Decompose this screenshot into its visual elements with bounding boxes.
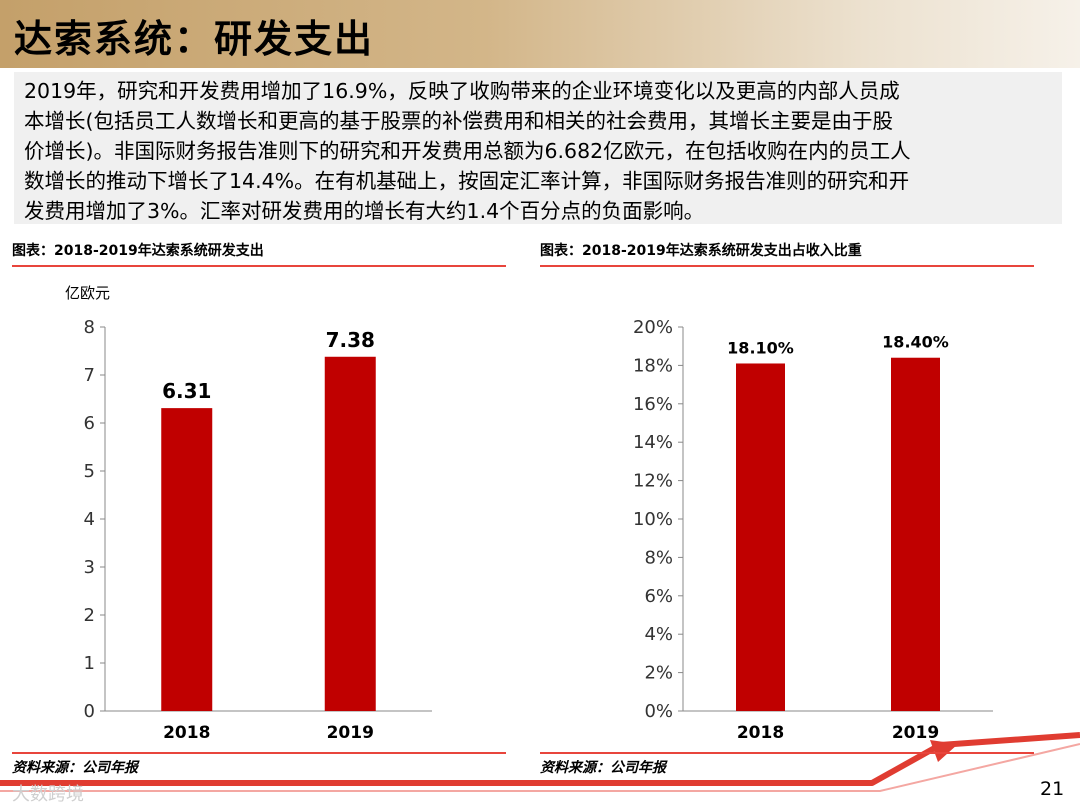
left-chart-y-tick-label: 7: [84, 365, 95, 386]
right-chart-y-tick-label: 10%: [633, 509, 673, 530]
left-chart-y-tick-label: 0: [84, 701, 95, 722]
left-chart-data-label: 6.31: [162, 379, 211, 403]
summary-line: 数增长的推动下增长了14.4%。在有机基础上，按固定汇率计算，非国际财务报告准则…: [24, 169, 910, 193]
summary-line: 发费用增加了3%。汇率对研发费用的增长有大约1.4个百分点的负面影响。: [24, 199, 705, 223]
right-chart-y-tick-label: 18%: [633, 355, 673, 376]
watermark: 大数跨境: [12, 784, 84, 805]
footer-swoosh: [0, 732, 1080, 786]
left-chart-caption: 图表：2018-2019年达索系统研发支出: [12, 243, 264, 259]
right-chart-x-tick-label: 2018: [737, 723, 784, 743]
summary-line: 2019年，研究和开发费用增加了16.9%，反映了收购带来的企业环境变化以及更高…: [24, 79, 900, 103]
summary-box: 2019年，研究和开发费用增加了16.9%，反映了收购带来的企业环境变化以及更高…: [14, 72, 1062, 224]
right-chart-data-label: 18.10%: [727, 338, 794, 357]
right-chart-y-tick-label: 16%: [633, 394, 673, 415]
right-chart-y-tick-label: 12%: [633, 471, 673, 492]
left-chart-unit-label: 亿欧元: [65, 284, 110, 302]
summary-line: 本增长(包括员工人数增长和更高的基于股票的补偿费用和相关的社会费用，其增长主要是…: [24, 109, 893, 133]
left-chart-y-tick-label: 5: [84, 461, 95, 482]
right-chart-bar-2018: [736, 363, 785, 711]
summary-line: 价增长)。非国际财务报告准则下的研究和开发费用总额为6.682亿欧元，在包括收购…: [24, 139, 911, 163]
right-chart-y-tick-label: 6%: [644, 586, 673, 607]
footer-decoration: [0, 732, 1080, 792]
left-chart-bar-2018: [161, 408, 213, 711]
left-chart-x-tick-label: 2018: [163, 723, 210, 743]
right-chart-y-tick-label: 2%: [644, 663, 673, 684]
left-caption-rule: [12, 265, 506, 267]
right-chart-caption: 图表：2018-2019年达索系统研发支出占收入比重: [540, 243, 862, 259]
page-title: 达索系统：研发支出: [14, 17, 375, 61]
left-source-rule: [12, 752, 506, 754]
right-chart-y-tick-label: 4%: [644, 624, 673, 645]
right-chart: 0% 2% 4% 6% 8% 10% 12% 14% 16% 18% 20% 18.10% 2018 18…: [633, 317, 993, 743]
right-chart-y-tick-label: 8%: [644, 547, 673, 568]
footer-arrow-icon: [930, 740, 958, 762]
left-chart: 0 1 2 3 4 5 6 7 8 6.31 2018 7.38 2019 亿欧元: [65, 284, 432, 743]
left-chart-bar-2019: [324, 356, 376, 711]
page-number: 21: [1040, 778, 1065, 800]
right-chart-data-label: 18.40%: [882, 333, 949, 352]
left-chart-y-tick-label: 2: [84, 605, 95, 626]
right-chart-bar-2019: [891, 357, 940, 711]
left-chart-data-label: 7.38: [326, 328, 375, 352]
left-chart-x-tick-label: 2019: [327, 723, 374, 743]
left-chart-y-tick-label: 8: [84, 317, 95, 338]
title-bar: 达索系统：研发支出: [0, 0, 1080, 68]
left-chart-y-tick-label: 6: [84, 413, 95, 434]
footer-swoosh-thin: [0, 743, 1080, 792]
left-source: 资料来源：公司年报: [12, 760, 138, 776]
right-source-rule: [540, 752, 1034, 754]
left-chart-y-tick-label: 3: [84, 557, 95, 578]
right-chart-y-tick-label: 0%: [644, 701, 673, 722]
right-chart-x-tick-label: 2019: [892, 723, 939, 743]
right-chart-y-tick-label: 20%: [633, 317, 673, 338]
left-chart-y-tick-label: 1: [84, 653, 95, 674]
right-caption-rule: [540, 265, 1034, 267]
right-source: 资料来源：公司年报: [540, 760, 666, 776]
left-chart-y-tick-label: 4: [84, 509, 95, 530]
right-chart-y-tick-label: 14%: [633, 432, 673, 453]
